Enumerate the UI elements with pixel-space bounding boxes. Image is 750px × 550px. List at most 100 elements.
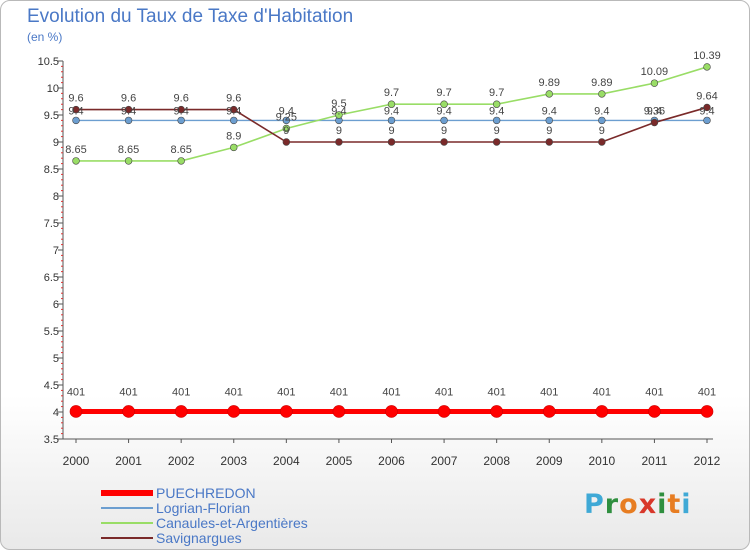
data-point-logrian-florian: [230, 116, 238, 125]
data-point-canaules-et-argenti-res: [72, 157, 80, 165]
legend-swatch-puechredon: [101, 490, 153, 496]
data-label-logrian-florian: 9.4: [68, 105, 83, 117]
data-point-canaules-et-argenti-res: [124, 157, 133, 165]
data-point-puechredon: [700, 405, 714, 418]
data-point-canaules-et-argenti-res: [545, 90, 553, 98]
data-label-savignargues: 9.6: [226, 93, 241, 105]
y-tick-label: 7: [53, 245, 59, 257]
data-label-puechredon: 401: [277, 386, 295, 398]
data-label-canaules-et-argenti-res: 8.65: [118, 144, 139, 156]
data-point-puechredon: [595, 405, 609, 418]
data-point-savignargues: [282, 138, 291, 146]
data-point-puechredon: [648, 405, 661, 418]
data-point-logrian-florian: [387, 116, 396, 125]
data-label-puechredon: 401: [330, 386, 348, 398]
data-point-savignargues: [440, 138, 448, 146]
chart-title: Evolution du Taux de Taxe d'Habitation: [27, 6, 354, 27]
data-label-logrian-florian: 9.4: [594, 105, 609, 117]
logo-letter: t: [667, 489, 682, 520]
data-point-savignargues: [72, 105, 80, 114]
x-tick-label: 2006: [378, 454, 405, 468]
legend-label-canaules: Canaules-et-Argentières: [156, 515, 308, 531]
logo-letter: x: [638, 489, 658, 520]
y-tick-label: 9.5: [44, 110, 59, 122]
y-tick-label: 7.5: [44, 218, 59, 230]
data-point-canaules-et-argenti-res: [282, 124, 291, 133]
legend-swatch-canaules: [101, 522, 153, 524]
data-label-savignargues: 9: [599, 125, 605, 137]
x-tick-label: 2001: [115, 454, 142, 468]
data-label-puechredon: 401: [225, 386, 243, 398]
legend-label-puechredon: PUECHREDON: [156, 485, 256, 501]
data-label-savignargues: 9: [283, 125, 289, 137]
data-point-puechredon: [542, 405, 556, 418]
x-tick-label: 2011: [642, 454, 668, 468]
data-label-savignargues: 9: [441, 125, 447, 137]
data-label-logrian-florian: 9.4: [279, 105, 294, 117]
data-label-savignargues: 9.36: [644, 106, 665, 118]
legend-label-logrian-florian: Logrian-Florian: [156, 500, 251, 516]
data-label-canaules-et-argenti-res: 8.65: [65, 144, 86, 156]
data-label-puechredon: 401: [487, 386, 505, 398]
data-point-savignargues: [177, 105, 185, 114]
x-tick-label: 2010: [588, 454, 615, 468]
data-label-puechredon: 401: [382, 386, 400, 398]
data-point-savignargues: [545, 138, 553, 146]
data-point-puechredon: [174, 405, 188, 418]
x-tick-label: 2002: [168, 454, 195, 468]
data-label-canaules-et-argenti-res: 9.25: [276, 112, 297, 124]
data-label-puechredon: 401: [435, 386, 453, 398]
y-tick-label: 10: [47, 83, 59, 95]
data-point-savignargues: [230, 105, 238, 114]
data-label-logrian-florian: 9.4: [699, 105, 714, 117]
data-label-logrian-florian: 9.4: [436, 105, 451, 117]
data-point-savignargues: [492, 138, 501, 146]
data-point-puechredon: [437, 405, 451, 418]
logo-letter: i: [681, 489, 692, 520]
data-label-savignargues: 9: [336, 125, 342, 137]
data-label-puechredon: 401: [698, 386, 716, 398]
data-label-logrian-florian: 9.4: [647, 105, 662, 117]
data-label-logrian-florian: 9.4: [226, 105, 241, 117]
data-label-puechredon: 401: [119, 386, 137, 398]
data-label-logrian-florian: 9.4: [121, 105, 136, 117]
y-tick-label: 6: [53, 299, 59, 311]
data-label-canaules-et-argenti-res: 10.09: [641, 66, 669, 78]
y-tick-label: 8: [53, 191, 59, 203]
data-point-canaules-et-argenti-res: [387, 100, 396, 108]
y-tick-label: 5.5: [44, 326, 59, 338]
x-tick-label: 2007: [431, 454, 458, 468]
data-label-puechredon: 401: [540, 386, 558, 398]
data-point-logrian-florian: [703, 116, 711, 125]
data-label-canaules-et-argenti-res: 9.89: [539, 77, 560, 89]
data-point-puechredon: [280, 405, 293, 418]
logo-letter: i: [657, 489, 668, 520]
data-label-savignargues: 9: [494, 125, 500, 137]
data-point-puechredon: [69, 405, 83, 418]
data-point-canaules-et-argenti-res: [230, 143, 238, 152]
y-tick-label: 9: [53, 137, 59, 149]
data-label-puechredon: 401: [172, 386, 190, 398]
data-label-canaules-et-argenti-res: 9.7: [489, 87, 504, 99]
logo-letter: P: [584, 489, 605, 520]
data-point-logrian-florian: [440, 116, 448, 125]
data-point-logrian-florian: [492, 116, 501, 125]
legend-swatch-savignargues: [101, 537, 153, 539]
y-tick-label: 5: [53, 353, 59, 365]
x-tick-label: 2005: [326, 454, 353, 468]
y-tick-label: 8.5: [44, 164, 59, 176]
data-point-logrian-florian: [124, 116, 133, 125]
x-tick-label: 2004: [273, 454, 300, 468]
legend-label-savignargues: Savignargues: [156, 530, 242, 546]
x-tick-label: 2000: [63, 454, 90, 468]
data-point-canaules-et-argenti-res: [703, 63, 711, 71]
data-point-savignargues: [703, 103, 711, 112]
data-point-canaules-et-argenti-res: [177, 157, 185, 165]
data-label-savignargues: 9.6: [174, 93, 189, 105]
data-label-canaules-et-argenti-res: 9.89: [591, 77, 612, 89]
x-tick-label: 2009: [536, 454, 563, 468]
legend-swatch-logrian-florian: [101, 507, 153, 509]
data-point-puechredon: [490, 405, 503, 418]
data-label-logrian-florian: 9.4: [542, 105, 557, 117]
